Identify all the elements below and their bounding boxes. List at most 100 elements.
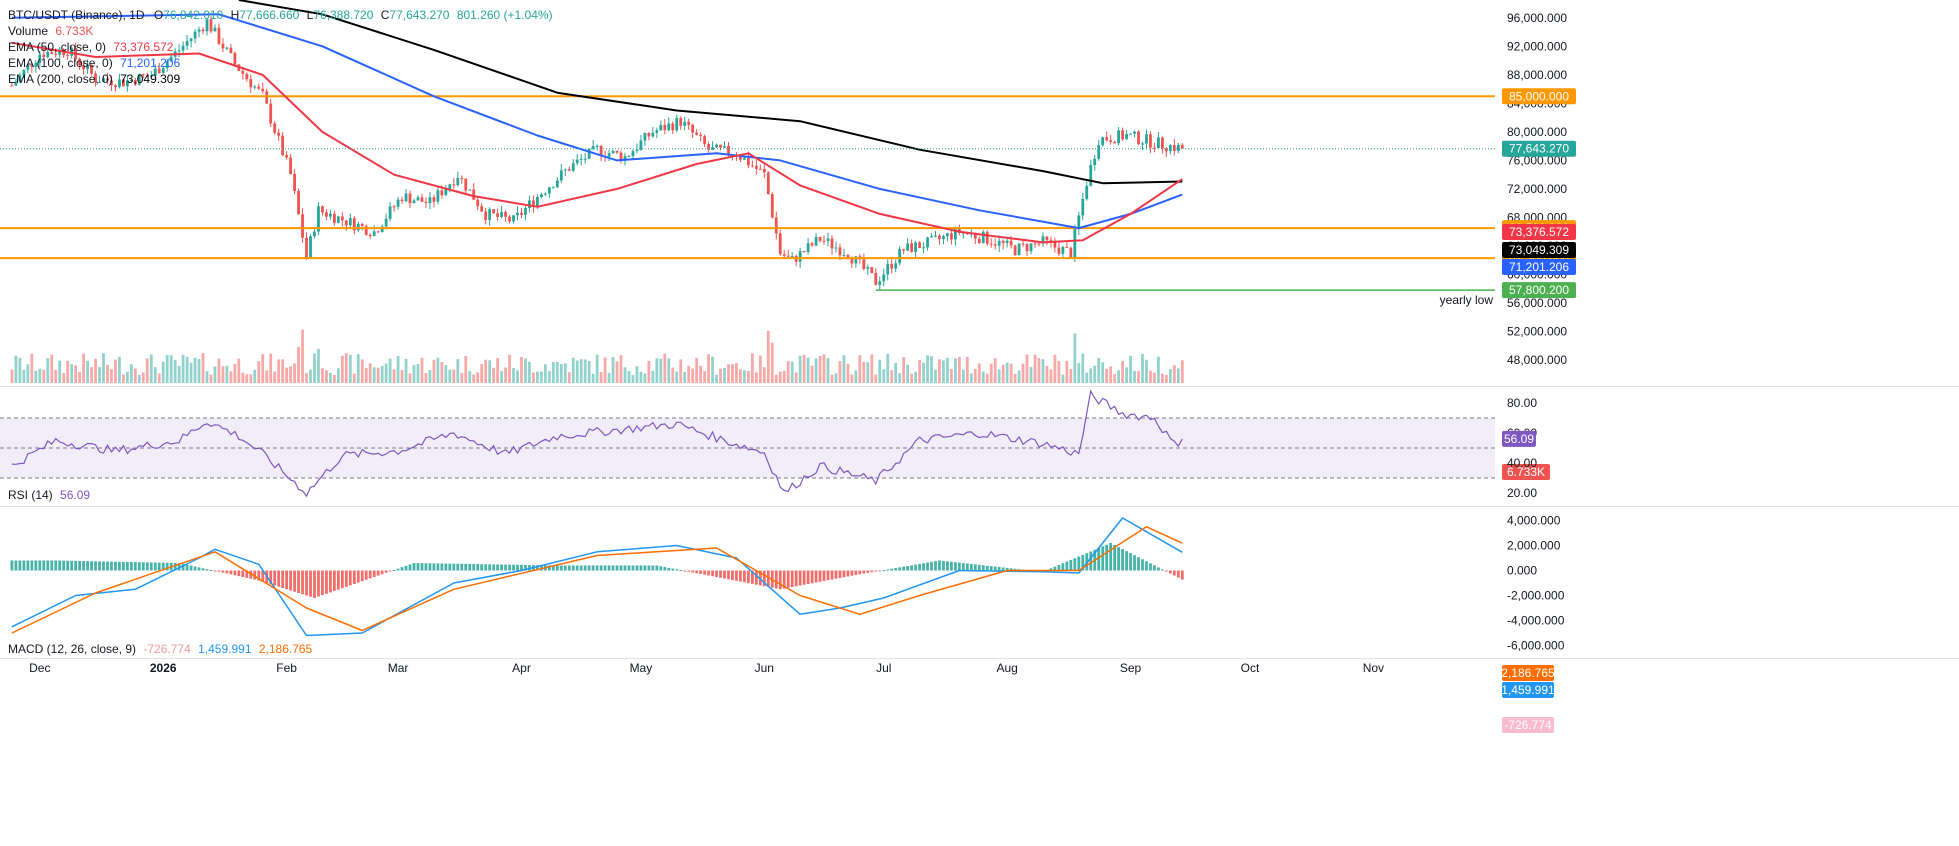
volume-bar [794, 372, 798, 383]
macd-histogram-bar [969, 563, 973, 571]
price-axis-tick-label: 96,000.000 [1507, 11, 1567, 25]
volume-bar [233, 363, 237, 383]
candle-body [536, 196, 539, 207]
volume-bar [926, 355, 929, 383]
macd-histogram-bar [854, 570, 858, 575]
candle-body [78, 58, 82, 66]
macd-histogram-bar [269, 570, 273, 585]
candle-body [886, 263, 890, 275]
rsi-label[interactable]: RSI (14) [8, 488, 53, 502]
volume-bar [1049, 369, 1053, 383]
candle-body [46, 51, 50, 58]
candle-body [942, 236, 945, 240]
macd-histogram-bar [739, 570, 742, 582]
candle-body [468, 189, 472, 191]
volume-bar [452, 369, 456, 383]
time-axis-tick-label: Jun [755, 661, 774, 675]
volume-bar [882, 369, 886, 383]
candle-body [1065, 246, 1069, 248]
volume-bar [981, 371, 985, 383]
candle-body [774, 217, 778, 234]
macd-label[interactable]: MACD (12, 26, close, 9) [8, 642, 137, 656]
candle-body [336, 216, 340, 223]
macd-histogram-bar [46, 560, 50, 571]
candle-body [802, 251, 806, 253]
candle-body [1001, 240, 1005, 244]
ema200-label[interactable]: EMA (200, close, 0) [8, 72, 113, 86]
macd-histogram-bar [277, 570, 281, 587]
ema50-label[interactable]: EMA (50, close, 0) [8, 40, 107, 54]
candle-body [619, 152, 623, 161]
macd-histogram-bar [938, 560, 941, 571]
macd-histogram-bar [814, 570, 818, 583]
volume-bar [472, 374, 476, 383]
candle-body [1093, 158, 1097, 166]
macd-histogram-bar [946, 561, 949, 571]
volume-bar [189, 362, 193, 383]
macd-value-tag [1502, 665, 1554, 681]
macd-histogram-bar [404, 565, 408, 571]
macd-histogram-bar [539, 565, 543, 571]
volume-bar [898, 373, 902, 383]
volume-bar [822, 354, 826, 383]
candle-body [86, 64, 89, 70]
volume-bar [1029, 366, 1033, 383]
macd-histogram-bar [384, 570, 388, 573]
candle-body [635, 149, 639, 152]
macd-histogram-bar [954, 562, 957, 571]
candle-body [826, 238, 830, 242]
candle-body [906, 243, 910, 251]
macd-histogram-bar [1129, 553, 1132, 571]
macd-histogram-bar [1053, 566, 1057, 571]
volume-bar [14, 355, 18, 383]
candle-body [404, 193, 408, 202]
macd-histogram-bar [293, 570, 296, 592]
candle-body [372, 231, 376, 236]
candle-body [1021, 243, 1025, 245]
macd-histogram-bar [711, 570, 714, 577]
volume-bar [42, 369, 46, 383]
macd-histogram-bar [723, 570, 726, 579]
candle-body [396, 199, 400, 207]
macd-histogram-bar [846, 570, 850, 577]
candle-body [424, 201, 428, 204]
candle-body [679, 118, 683, 126]
macd-histogram-bar [321, 570, 324, 596]
candle-body [185, 41, 189, 46]
volume-label[interactable]: Volume [8, 24, 49, 38]
ohlc-change: 801.260 (+1.04%) [456, 8, 553, 22]
candle-body [265, 91, 269, 104]
macd-histogram-bar [508, 564, 511, 571]
macd-histogram-bar [862, 570, 866, 574]
candle-body [432, 197, 436, 202]
candle-body [257, 86, 261, 89]
macd-histogram-bar [42, 560, 46, 571]
macd-histogram-bar [74, 560, 78, 571]
ema100-line [11, 13, 1183, 230]
volume-bar [496, 358, 499, 383]
volume-bar [169, 355, 173, 383]
macd-histogram-bar [348, 570, 352, 586]
volume-bar [261, 354, 265, 383]
candle-body [866, 267, 870, 269]
volume-bar [114, 359, 117, 383]
candle-body [313, 231, 316, 237]
candle-body [838, 247, 842, 256]
volume-bar [1065, 360, 1069, 383]
candle-body [34, 62, 38, 67]
candle-body [428, 197, 432, 204]
volume-bar [110, 369, 113, 383]
macd-histogram-bar [149, 562, 153, 571]
macd-histogram-bar [599, 565, 603, 571]
candle-body [934, 235, 937, 237]
macd-histogram-bar [1105, 544, 1109, 571]
macd-histogram-bar [659, 566, 663, 571]
macd-histogram-bar [619, 565, 623, 571]
macd-histogram-bar [14, 560, 18, 571]
volume-bar [950, 369, 953, 383]
ema100-label[interactable]: EMA (100, close, 0) [8, 56, 113, 70]
macd-histogram-bar [890, 568, 894, 571]
candle-body [647, 132, 651, 137]
macd-histogram-bar [317, 570, 320, 597]
candle-body [249, 79, 253, 88]
